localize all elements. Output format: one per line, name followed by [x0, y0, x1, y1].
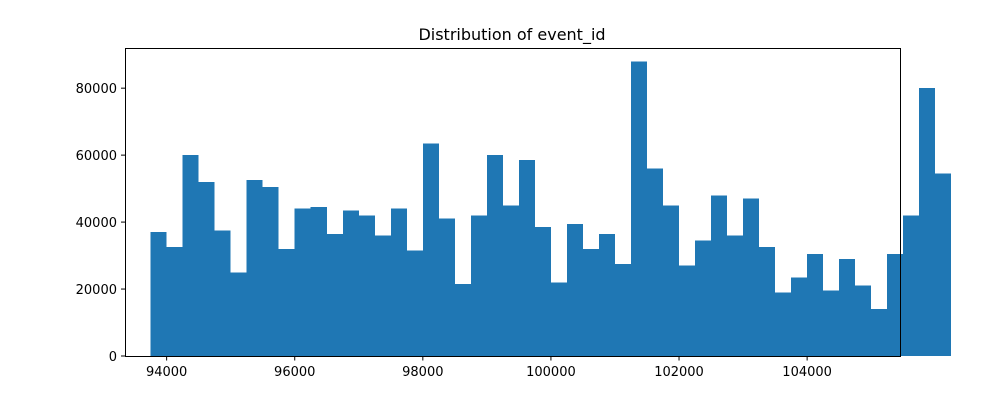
bars-group — [150, 61, 952, 357]
histogram-bar — [454, 284, 471, 356]
histogram-bar — [278, 248, 295, 356]
y-tick-label: 80000 — [76, 82, 117, 97]
histogram-bar — [775, 292, 792, 356]
histogram-bar — [807, 253, 824, 356]
histogram-bar — [246, 180, 263, 356]
histogram-bar — [727, 235, 744, 356]
histogram-bar — [422, 143, 439, 356]
histogram-bar — [919, 88, 936, 356]
x-tick-label: 102000 — [654, 365, 704, 380]
histogram-bar — [647, 168, 664, 356]
histogram-bar — [470, 215, 487, 356]
histogram-bar — [518, 160, 535, 356]
histogram-bar — [823, 290, 840, 356]
histogram-bar — [663, 205, 680, 356]
histogram-bar — [887, 253, 904, 356]
histogram-bar — [598, 233, 615, 356]
histogram-bar — [198, 181, 215, 356]
histogram-bar — [839, 258, 856, 356]
x-tick-label: 94000 — [146, 365, 187, 380]
histogram-bar — [150, 232, 167, 356]
histogram-bar — [679, 265, 696, 356]
histogram-bar — [582, 248, 599, 356]
histogram-bar — [310, 207, 327, 356]
y-axis-ticks: 0 20000 40000 60000 80000 — [76, 82, 126, 365]
histogram-bar — [871, 309, 888, 356]
histogram-bar — [214, 230, 231, 356]
histogram-bar — [614, 263, 631, 356]
histogram-bar — [630, 61, 648, 357]
histogram-bar — [374, 235, 391, 356]
histogram-bar — [759, 247, 776, 356]
histogram-bar — [566, 223, 583, 356]
histogram-bar — [326, 233, 343, 356]
histogram-bar — [182, 155, 199, 356]
plot-frame — [125, 48, 901, 357]
histogram-bar — [935, 173, 952, 356]
x-axis-ticks: 94000 96000 98000 100000 102000 104000 — [146, 356, 832, 380]
histogram-bar — [230, 272, 247, 356]
y-tick-label: 60000 — [76, 149, 117, 164]
histogram-bar — [262, 186, 279, 356]
histogram-bar — [903, 215, 920, 356]
histogram-bar — [390, 208, 407, 356]
histogram-bar — [534, 227, 551, 356]
x-tick-label: 96000 — [274, 365, 315, 380]
histogram-bar — [695, 240, 712, 356]
histogram-bar — [550, 282, 567, 356]
y-tick-label: 20000 — [76, 283, 117, 298]
histogram-bar — [342, 210, 359, 356]
histogram-bar — [406, 250, 423, 356]
histogram-bar — [358, 215, 375, 356]
histogram-bar — [166, 247, 183, 356]
y-tick-label: 40000 — [76, 216, 117, 231]
y-tick-label: 0 — [109, 350, 117, 365]
x-tick-label: 104000 — [782, 365, 832, 380]
histogram-bar — [438, 218, 455, 356]
histogram-bar — [294, 208, 311, 356]
x-tick-label: 98000 — [402, 365, 443, 380]
histogram-bar — [711, 195, 728, 356]
histogram-bar — [791, 277, 808, 356]
histogram-bar — [855, 285, 872, 356]
x-tick-label: 100000 — [526, 365, 576, 380]
histogram-bar — [743, 198, 760, 356]
histogram-bar — [502, 205, 519, 356]
histogram-bar — [486, 155, 503, 356]
chart-title: Distribution of event_id — [418, 25, 605, 45]
